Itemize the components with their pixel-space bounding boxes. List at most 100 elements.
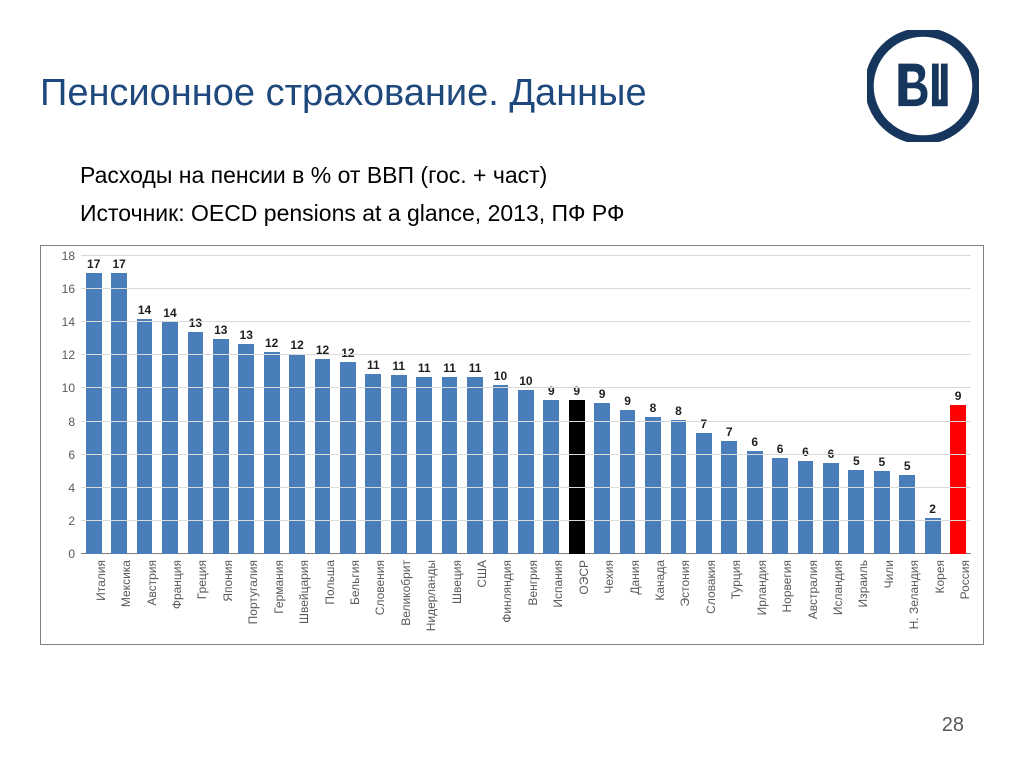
bar: 9: [569, 400, 585, 554]
bar-value-label: 13: [189, 316, 202, 330]
x-label-slot: Израиль: [844, 556, 869, 640]
bar: 17: [111, 273, 127, 554]
gridline: [81, 454, 971, 455]
x-label-slot: Бельгия: [335, 556, 360, 640]
bar: 9: [620, 410, 636, 554]
bar: 11: [365, 374, 381, 554]
x-label-slot: Дания: [615, 556, 640, 640]
bar-value-label: 9: [548, 384, 555, 398]
y-tick-label: 2: [45, 514, 75, 528]
x-labels: ИталияМексикаАвстрияФранцияГрецияЯпонияП…: [81, 556, 971, 640]
bar-slot: 11: [462, 256, 487, 554]
y-tick-label: 12: [45, 348, 75, 362]
x-label-slot: Австралия: [793, 556, 818, 640]
gridline: [81, 321, 971, 322]
bar-slot: 9: [539, 256, 564, 554]
bar-slot: 13: [183, 256, 208, 554]
x-label-slot: Германия: [259, 556, 284, 640]
y-tick-label: 4: [45, 481, 75, 495]
bar: 6: [823, 463, 839, 554]
y-tick-label: 8: [45, 415, 75, 429]
bar-value-label: 10: [494, 369, 507, 383]
y-tick-label: 10: [45, 381, 75, 395]
x-label-slot: Словения: [361, 556, 386, 640]
bar-slot: 9: [564, 256, 589, 554]
x-label-slot: Венгрия: [513, 556, 538, 640]
bar-slot: 5: [895, 256, 920, 554]
y-tick-label: 6: [45, 448, 75, 462]
bar-slot: 13: [234, 256, 259, 554]
x-label-slot: Швеция: [437, 556, 462, 640]
x-label-slot: Финляндия: [488, 556, 513, 640]
bar-value-label: 8: [650, 401, 657, 415]
bar-value-label: 13: [214, 323, 227, 337]
subtitle-line-2: Источник: OECD pensions at a glance, 201…: [80, 200, 625, 227]
bar: 5: [848, 470, 864, 554]
bar-value-label: 11: [443, 361, 456, 375]
slide: Пенсионное страхование. Данные Расходы н…: [0, 0, 1024, 767]
bar: 11: [416, 377, 432, 554]
x-label-slot: Канада: [640, 556, 665, 640]
bar-value-label: 11: [392, 359, 405, 373]
bar-slot: 12: [284, 256, 309, 554]
bar: 11: [467, 377, 483, 554]
x-label-slot: Чехия: [589, 556, 614, 640]
x-label-slot: США: [462, 556, 487, 640]
bar-slot: 12: [310, 256, 335, 554]
bar-value-label: 6: [751, 435, 758, 449]
gridline: [81, 520, 971, 521]
x-label-slot: Словакия: [691, 556, 716, 640]
bar-slot: 7: [691, 256, 716, 554]
bar-value-label: 11: [367, 358, 380, 372]
bar-slot: 11: [437, 256, 462, 554]
y-tick-label: 14: [45, 315, 75, 329]
bar-value-label: 2: [929, 502, 936, 516]
bar: 10: [518, 390, 534, 554]
bar: 2: [925, 518, 941, 554]
bar: 9: [594, 403, 610, 554]
bar: 6: [772, 458, 788, 554]
bar-slot: 11: [411, 256, 436, 554]
y-tick-label: 16: [45, 282, 75, 296]
x-label-slot: Турция: [717, 556, 742, 640]
bar: 7: [721, 441, 737, 554]
x-label-slot: Мексика: [106, 556, 131, 640]
gridline: [81, 288, 971, 289]
bar-value-label: 14: [138, 303, 151, 317]
bar-value-label: 9: [573, 384, 580, 398]
x-label-slot: Греция: [183, 556, 208, 640]
gridline: [81, 387, 971, 388]
x-label-slot: Нидерланды: [411, 556, 436, 640]
hse-logo: [867, 30, 979, 142]
bar-slot: 6: [818, 256, 843, 554]
bar: 11: [442, 377, 458, 554]
gridline: [81, 421, 971, 422]
bar: 9: [543, 400, 559, 554]
x-label-slot: Ирландия: [742, 556, 767, 640]
x-label-slot: Швейцария: [284, 556, 309, 640]
bar-slot: 5: [869, 256, 894, 554]
bar-value-label: 11: [469, 361, 482, 375]
bar-slot: 17: [106, 256, 131, 554]
bar: 10: [493, 385, 509, 554]
y-tick-label: 0: [45, 547, 75, 561]
bar-chart: 1717141413131312121212111111111110109999…: [40, 245, 984, 645]
x-label-slot: Эстония: [666, 556, 691, 640]
x-label-slot: Австрия: [132, 556, 157, 640]
y-tick-label: 18: [45, 249, 75, 263]
bar: 7: [696, 433, 712, 554]
bar-value-label: 17: [112, 257, 125, 271]
gridline: [81, 255, 971, 256]
bar-value-label: 12: [290, 338, 303, 352]
bar: 17: [86, 273, 102, 554]
bar-value-label: 5: [904, 459, 911, 473]
x-label-slot: ОЭСР: [564, 556, 589, 640]
x-label-slot: Португалия: [234, 556, 259, 640]
bar-value-label: 12: [341, 346, 354, 360]
x-category-label: Россия: [958, 560, 972, 599]
bar-value-label: 9: [599, 387, 606, 401]
x-label-slot: Испания: [539, 556, 564, 640]
bar: 13: [213, 339, 229, 554]
bar-slot: 11: [386, 256, 411, 554]
x-label-slot: Россия: [945, 556, 970, 640]
